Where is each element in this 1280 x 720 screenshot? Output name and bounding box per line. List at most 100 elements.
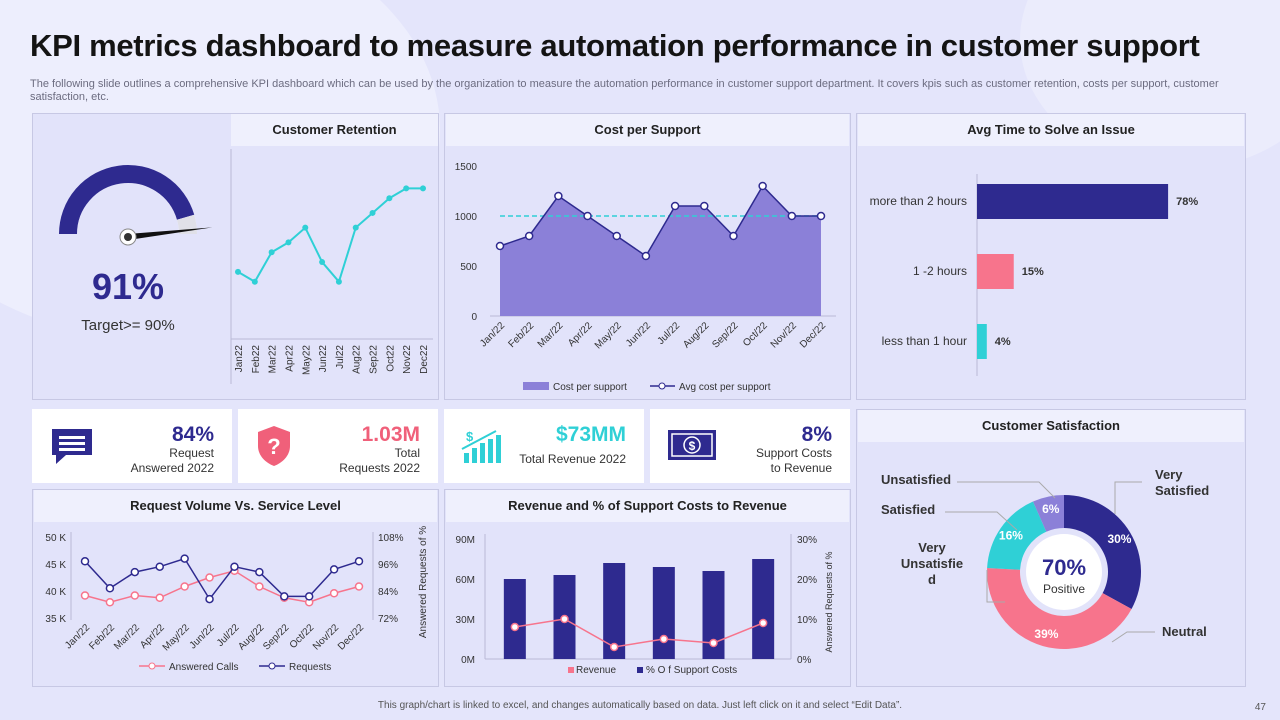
bar-category-label: more than 2 hours [870,194,967,208]
y-tick-label: 1000 [455,212,478,223]
support-cost-point [709,638,718,648]
legend-very-unsatisfied: Unsatisfie [901,556,963,571]
cost-area-chart: 0 500 1000 1500 Jan/22 Feb/22 Mar/22 Apr/22May/… [455,162,836,393]
avg-time-bar-chart: more than 2 hours 78% 1 -2 hours 15% less th… [870,174,1198,376]
customer-retention-title: Customer Retention [231,114,438,146]
x-tick-label: Dec/22 [798,320,828,350]
leader-line [1114,481,1142,514]
answered-calls-point [255,582,264,591]
svg-text:$: $ [689,439,696,453]
x-tick-label: Nov22 [402,345,413,374]
donut-center-value: 70% [1042,555,1086,580]
kpi-label: Total Revenue 2022 [519,452,626,466]
legend-label-support: % O f Support Costs [646,665,737,676]
leader-line [986,570,1005,603]
legend-marker-answered [148,662,156,670]
y-left-tick-label: 0M [461,655,475,666]
legend-very-satisfied: Satisfied [1155,483,1209,498]
x-tick-label: Oct/22 [741,320,770,349]
requests-point [205,594,214,604]
legend-label-cost: Cost per support [553,382,627,393]
page-subtitle: The following slide outlines a comprehen… [30,78,1219,103]
x-tick-label: Sep/22 [261,622,291,652]
support-cost-point [609,642,619,652]
support-cost-point [560,614,569,624]
leader-line [1111,631,1155,643]
cost-per-support-panel: Cost per Support 0 500 1000 1500 Jan/22 Feb/2… [444,113,851,400]
donut-center [1026,534,1102,610]
y-right-tick-label: 20% [797,575,817,586]
donut-slice [987,568,1132,649]
y-left-tick-label: 90M [456,535,475,546]
gauge-fill [59,165,195,235]
y-right-tick-label: 10% [797,615,817,626]
kpi-card-requests-answered: 84% Request Answered 2022 [32,409,232,483]
page-number: 47 [1254,702,1266,713]
answered-calls-point [329,589,339,598]
requests-point [180,554,189,563]
requests-point [155,562,164,571]
satisfaction-donut-chart: 30%39%16%6%70%PositiveVerySatisfiedNeutr… [881,467,1209,649]
x-tick-label: Feb/22 [507,320,537,350]
x-tick-label: Jan22 [234,345,245,373]
y-right-tick-label: 0% [797,655,812,666]
y-left-tick-label: 50 K [45,533,66,544]
avg-cost-point [758,181,767,191]
leader-line [945,511,1018,531]
x-tick-label: Nov/22 [311,622,341,652]
request-volume-title: Request Volume Vs. Service Level [34,490,437,522]
y-left-tick-label: 40 K [45,587,66,598]
legend-unsatisfied: Unsatisfied [881,472,951,487]
donut-slice [987,501,1047,570]
requests-point [280,592,289,601]
answered-calls-point [354,582,364,591]
donut-center-label: Positive [1043,582,1085,596]
legend-swatch-cost [523,382,549,390]
x-tick-label: Sep22 [369,345,380,374]
y-tick-label: 500 [460,262,477,273]
avg-cost-point [554,191,563,201]
requests-point [80,557,90,566]
leader-line [957,481,1056,499]
x-tick-label: Jun22 [318,345,329,373]
retention-point [352,224,359,231]
revenue-bar [702,571,725,659]
retention-point [403,185,410,192]
x-tick-label: Jan/22 [63,622,92,651]
svg-text:?: ? [267,434,280,459]
donut-slice [1033,495,1064,532]
slice-label: 16% [999,528,1023,542]
kpi-value: 84% [171,423,214,446]
cost-area [500,186,821,316]
support-cost-point [758,618,768,628]
x-tick-label: Mar22 [268,345,279,374]
requests-point [329,565,339,574]
slice-label: 6% [1042,502,1060,516]
x-tick-label: Feb/22 [87,622,117,652]
y-tick-label: 1500 [455,162,478,173]
retention-point [319,259,326,266]
customer-satisfaction-title: Customer Satisfaction [858,410,1244,442]
bar-category-label: less than 1 hour [882,334,967,348]
legend-neutral: Neutral [1162,624,1207,639]
x-tick-label: Mar/22 [112,622,142,652]
legend-marker-requests [268,662,276,670]
support-cost-line [514,618,764,648]
y-right-tick-label: 96% [378,560,398,571]
x-tick-label: Jul22 [335,345,346,369]
revenue-bar [752,559,775,659]
retention-point [251,278,258,285]
legend-very-unsatisfied: d [928,572,936,587]
x-tick-label: May22 [301,345,312,375]
retention-point [302,224,309,231]
question-shield-icon: ? [258,426,290,466]
kpi-value: 8% [801,423,832,446]
bar-value-label: 78% [1176,196,1198,208]
x-tick-label: Aug/22 [236,622,266,652]
answered-calls-line [84,569,360,604]
retention-point [335,278,342,285]
x-tick-label: Dec/22 [336,622,366,652]
y-left-tick-label: 60M [456,575,475,586]
retention-point [386,195,393,202]
x-tick-label: Dec22 [419,345,430,374]
